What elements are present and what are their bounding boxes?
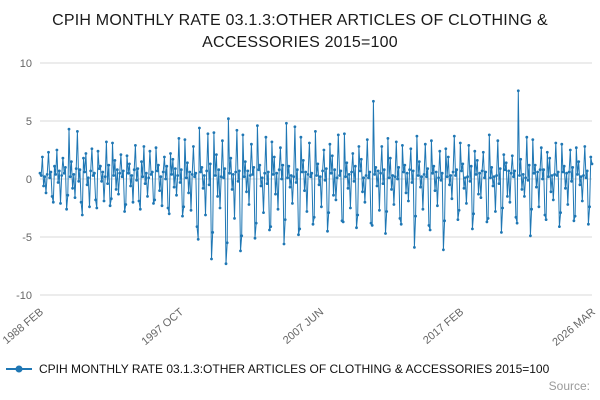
x-tick-labels: 1988 FEB 1997 OCT 2007 JUN 2017 FEB 2026 MAR bbox=[1, 306, 598, 349]
svg-text:2007 JUN: 2007 JUN bbox=[281, 306, 326, 347]
chart-plot-area: 10 5 0 -5 -10 1988 FEB 1997 OCT 2007 JUN 2017 FE… bbox=[0, 53, 600, 360]
page-title: CPIH MONTHLY RATE 03.1.3:OTHER ARTICLES … bbox=[52, 12, 548, 51]
series-markers bbox=[38, 89, 594, 266]
svg-text:1988 FEB: 1988 FEB bbox=[1, 306, 46, 347]
svg-text:-5: -5 bbox=[22, 232, 32, 244]
legend: CPIH MONTHLY RATE 03.1.3:OTHER ARTICLES … bbox=[0, 360, 600, 376]
svg-text:5: 5 bbox=[26, 116, 32, 128]
svg-text:0: 0 bbox=[26, 174, 32, 186]
svg-text:-10: -10 bbox=[16, 290, 32, 302]
legend-line-dot-icon bbox=[6, 365, 32, 373]
source-label: Source: bbox=[548, 379, 590, 394]
y-tick-labels: 10 5 0 -5 -10 bbox=[16, 58, 32, 302]
chart-svg: 10 5 0 -5 -10 1988 FEB 1997 OCT 2007 JUN 2017 FE… bbox=[1, 58, 598, 349]
svg-text:2017 FEB: 2017 FEB bbox=[421, 306, 466, 347]
svg-text:1997 OCT: 1997 OCT bbox=[139, 306, 186, 348]
svg-text:2026 MAR: 2026 MAR bbox=[550, 306, 598, 349]
svg-text:10: 10 bbox=[20, 58, 32, 70]
legend-label: CPIH MONTHLY RATE 03.1.3:OTHER ARTICLES … bbox=[39, 362, 550, 377]
series-line bbox=[39, 90, 593, 264]
